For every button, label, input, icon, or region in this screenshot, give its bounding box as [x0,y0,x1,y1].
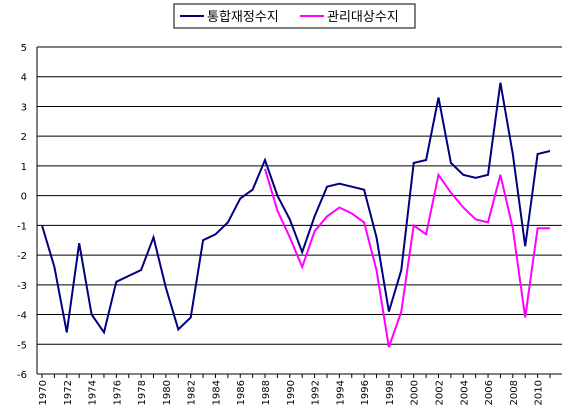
x-tick-label: 2002 [434,380,445,405]
y-tick-label: -5 [17,340,27,351]
series-line-2 [264,168,550,348]
x-tick-label: 1998 [385,380,396,405]
y-tick-label: 3 [21,102,27,113]
legend-label-series-1: 통합재정수지 [207,10,279,25]
y-tick-label: -1 [17,221,27,232]
x-tick-label: 2010 [534,380,545,405]
series-line-1 [41,82,551,335]
x-tick-label: 1984 [211,380,222,405]
y-tick-labels: 5 4 3 2 1 0 -1 -2 -3 -4 -5 -6 [17,43,27,381]
y-tick-label: 4 [21,73,27,84]
y-tick-label: 0 [21,192,27,203]
x-tick-label: 1982 [187,380,198,405]
gridlines [37,46,562,375]
axes [36,47,562,378]
x-tick-label: 1988 [261,380,272,405]
x-tick-label: 1990 [286,380,297,405]
legend: 통합재정수지 관리대상수지 [173,3,416,29]
x-tick-label: 2000 [410,380,421,405]
x-tick-label: 1980 [162,380,173,405]
x-tick-label: 2004 [459,380,470,405]
legend-label-series-2: 관리대상수지 [327,10,399,25]
y-tick-label: 2 [21,132,27,143]
x-tick-label: 1970 [38,380,49,405]
y-tick-label: -2 [17,251,27,262]
x-tick-label: 2006 [484,380,495,405]
x-tick-label: 1974 [88,380,99,405]
x-tick-label: 1996 [360,380,371,405]
x-tick-label: 1986 [236,380,247,405]
x-tick-label: 1972 [63,380,74,405]
series-layer [41,82,551,348]
x-tick-label: 1994 [335,380,346,405]
x-tick-label: 1992 [311,380,322,405]
y-tick-label: 5 [21,43,27,54]
y-tick-label: -4 [17,311,27,322]
y-tick-label: 1 [21,162,27,173]
y-tick-label: -3 [17,281,27,292]
x-tick-label: 2008 [509,380,520,405]
x-tick-label: 1978 [137,380,148,405]
x-tick-labels: 1970 1972 1974 1976 1978 1980 1982 1984 1986 1988… [38,380,545,405]
x-tick-label: 1976 [112,380,123,405]
y-tick-label: -6 [17,370,27,381]
legend-box [173,3,416,29]
